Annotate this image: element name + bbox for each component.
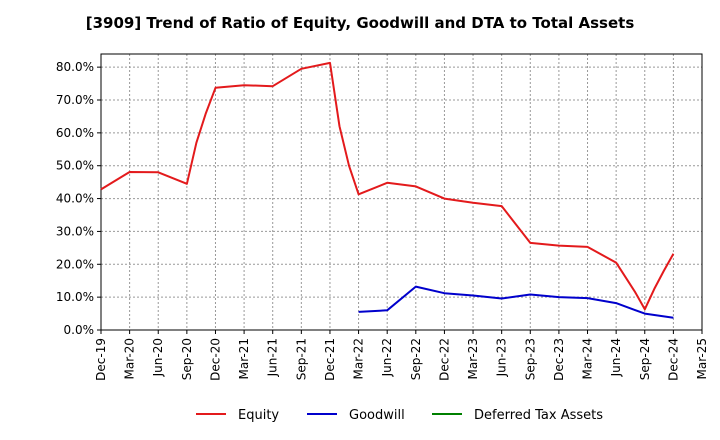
x-tick-label: Dec-21 (323, 338, 337, 381)
y-tick-label: 10.0% (56, 290, 94, 304)
legend-label-equity: Equity (238, 408, 279, 423)
y-tick-label: 0.0% (64, 323, 95, 337)
chart-title: [3909] Trend of Ratio of Equity, Goodwil… (85, 14, 635, 32)
x-tick-label: Jun-23 (495, 338, 509, 377)
legend: Equity Goodwill Deferred Tax Assets (196, 408, 603, 423)
legend-label-goodwill: Goodwill (349, 408, 405, 423)
x-axis-ticks: Dec-19 Mar-20 Jun-20 Sep-20 Dec-20 Mar-21 Jun-… (94, 330, 709, 381)
y-axis-ticks: 0.0% 10.0% 20.0% 30.0% 40.0% 50.0% 60.0% 70.0% 8… (56, 60, 101, 337)
x-tick-label: Mar-24 (581, 338, 595, 379)
series-line-equity (100, 61, 675, 311)
x-tick-label: Mar-25 (695, 338, 709, 379)
y-tick-label: 60.0% (56, 126, 94, 140)
x-tick-label: Jun-20 (151, 338, 165, 377)
x-tick-label: Sep-24 (638, 338, 652, 380)
x-tick-label: Mar-20 (123, 338, 137, 379)
y-tick-label: 30.0% (56, 224, 94, 238)
x-tick-label: Dec-20 (208, 338, 222, 381)
x-tick-label: Sep-21 (294, 338, 308, 380)
series-lines (100, 61, 675, 319)
legend-label-deferred-tax-assets: Deferred Tax Assets (474, 408, 603, 423)
x-tick-label: Sep-23 (523, 338, 537, 380)
x-tick-label: Jun-24 (609, 338, 623, 377)
x-tick-label: Mar-21 (237, 338, 251, 379)
x-tick-label: Dec-24 (666, 338, 680, 381)
x-tick-label: Sep-20 (180, 338, 194, 380)
x-tick-label: Jun-22 (380, 338, 394, 377)
series-line-goodwill (358, 285, 674, 319)
x-tick-label: Mar-22 (352, 338, 366, 379)
x-tick-label: Dec-22 (437, 338, 451, 381)
x-tick-label: Sep-22 (409, 338, 423, 380)
plot-frame (100, 53, 703, 331)
y-tick-label: 40.0% (56, 192, 94, 206)
y-tick-label: 20.0% (56, 257, 94, 271)
grid-lines (101, 54, 702, 330)
x-tick-label: Jun-21 (266, 338, 280, 377)
x-tick-label: Dec-23 (552, 338, 566, 381)
x-tick-label: Dec-19 (94, 338, 108, 381)
y-tick-label: 70.0% (56, 93, 94, 107)
x-tick-label: Mar-23 (466, 338, 480, 379)
y-tick-label: 50.0% (56, 159, 94, 173)
y-tick-label: 80.0% (56, 60, 94, 74)
